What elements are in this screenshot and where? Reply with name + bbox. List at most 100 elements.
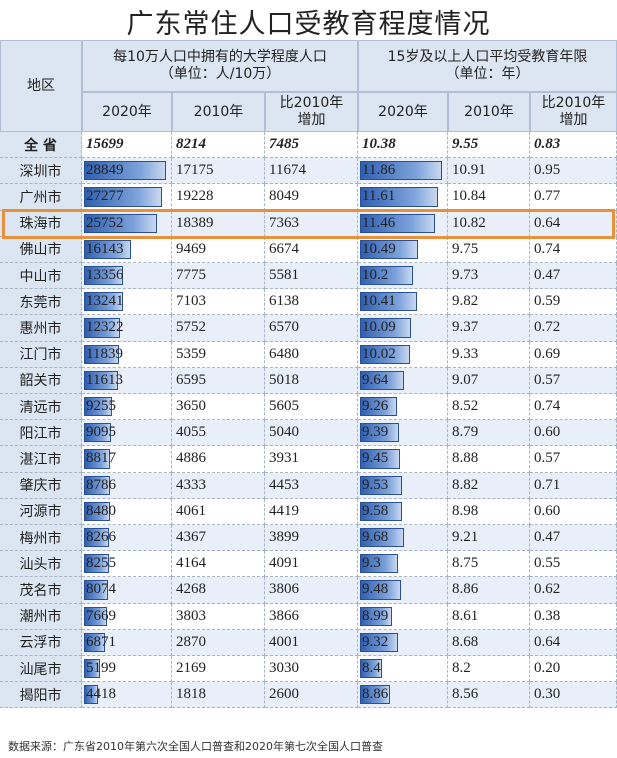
table-cell: 0.38 [530, 603, 617, 630]
header-cell: 2020年 [358, 92, 448, 132]
table-cell: 3803 [172, 603, 265, 630]
row-label: 汕尾市 [0, 656, 82, 683]
cell-text: 8817 [86, 450, 116, 467]
header-line: 2020年 [102, 103, 152, 120]
data-bar [84, 606, 108, 626]
table-cell: 5040 [265, 420, 358, 447]
cell-text: 0.55 [534, 555, 561, 572]
cell-text: 11.61 [362, 188, 396, 205]
cell-text: 深圳市 [19, 163, 62, 180]
table-cell: 9.32 [358, 629, 448, 656]
table-cell: 0.64 [530, 629, 617, 656]
table-cell: 10.2 [358, 263, 448, 290]
cell-text: 8255 [86, 555, 116, 572]
cell-text: 8.98 [452, 502, 479, 519]
data-bar [84, 187, 162, 207]
cell-text: 珠海市 [19, 216, 62, 233]
cell-text: 10.2 [362, 267, 389, 284]
table-cell: 4453 [265, 472, 358, 499]
cell-text: 0.20 [534, 660, 561, 677]
table-cell: 18389 [172, 210, 265, 237]
cell-text: 6480 [269, 345, 299, 362]
table-cell: 10.49 [358, 236, 448, 263]
table-cell: 9.21 [448, 525, 530, 552]
cell-text: 4333 [176, 476, 206, 493]
cell-text: 0.95 [534, 162, 561, 179]
table-cell: 10.84 [448, 184, 530, 211]
table-cell: 8.2 [448, 656, 530, 683]
table-cell: 9469 [172, 236, 265, 263]
data-bar [84, 554, 109, 574]
row-label: 江门市 [0, 341, 82, 368]
table-cell: 9.39 [358, 420, 448, 447]
cell-text: 11.86 [362, 162, 396, 179]
table-cell: 0.30 [530, 682, 617, 709]
table-cell: 9.48 [358, 577, 448, 604]
table-cell: 5605 [265, 394, 358, 421]
cell-text: 7669 [86, 607, 116, 624]
cell-text: 0.60 [534, 424, 561, 441]
data-bar [360, 423, 400, 443]
table-cell: 6480 [265, 341, 358, 368]
table-cell: 11.61 [358, 184, 448, 211]
table-cell: 5581 [265, 263, 358, 290]
table-cell: 8255 [82, 551, 172, 578]
table-cell: 4367 [172, 525, 265, 552]
table-cell: 8049 [265, 184, 358, 211]
row-label: 清远市 [0, 394, 82, 421]
table-cell: 8.98 [448, 498, 530, 525]
cell-text: 8049 [269, 188, 299, 205]
cell-text: 4268 [176, 581, 206, 598]
cell-text: 0.83 [534, 136, 561, 153]
cell-text: 0.64 [534, 633, 561, 650]
table-cell: 0.57 [530, 446, 617, 473]
data-bar [360, 370, 404, 390]
table-cell: 9.07 [448, 367, 530, 394]
table-cell: 3030 [265, 656, 358, 683]
table-cell: 7669 [82, 603, 172, 630]
table-cell: 7775 [172, 263, 265, 290]
data-bar [84, 475, 111, 495]
table-cell: 6674 [265, 236, 358, 263]
row-label: 佛山市 [0, 236, 82, 263]
data-bar [84, 213, 158, 233]
header-line: 2010年 [193, 103, 244, 120]
cell-text: 6871 [86, 633, 116, 650]
table-cell: 8.99 [358, 603, 448, 630]
cell-text: 0.38 [534, 607, 561, 624]
table-cell: 7485 [265, 132, 358, 159]
cell-text: 9.48 [362, 581, 389, 598]
cell-text: 6570 [269, 319, 299, 336]
cell-text: 9469 [176, 240, 206, 257]
data-bar [84, 292, 123, 312]
table-cell: 5359 [172, 341, 265, 368]
table-cell: 10.82 [448, 210, 530, 237]
header-group: 每10万人口中拥有的大学程度人口 （单位：人/10万） [82, 40, 358, 92]
table-cell: 8786 [82, 472, 172, 499]
cell-text: 9.26 [362, 398, 389, 415]
table-cell: 11.46 [358, 210, 448, 237]
table-cell: 9.64 [358, 367, 448, 394]
table-cell: 9.37 [448, 315, 530, 342]
row-label: 珠海市 [0, 210, 82, 237]
cell-text: 0.71 [534, 476, 561, 493]
table-cell: 9.82 [448, 289, 530, 316]
cell-text: 肇庆市 [19, 478, 62, 495]
cell-text: 9.64 [362, 371, 389, 388]
table-cell: 19228 [172, 184, 265, 211]
table-cell: 4061 [172, 498, 265, 525]
cell-text: 2600 [269, 686, 299, 703]
cell-text: 0.30 [534, 686, 561, 703]
cell-text: 27277 [86, 188, 124, 205]
cell-text: 13241 [86, 293, 124, 310]
cell-text: 3803 [176, 607, 206, 624]
table-cell: 9095 [82, 420, 172, 447]
data-bar [360, 213, 436, 233]
data-bar [360, 318, 412, 338]
data-bar [84, 397, 112, 417]
table-cell: 8.86 [358, 682, 448, 709]
cell-text: 10.02 [362, 345, 396, 362]
cell-text: 10.38 [362, 136, 396, 153]
cell-text: 8.56 [452, 686, 479, 703]
cell-text: 6595 [176, 371, 206, 388]
